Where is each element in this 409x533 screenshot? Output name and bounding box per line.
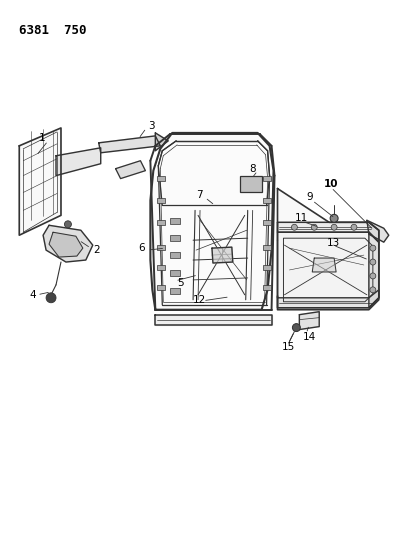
Text: 6381  750: 6381 750 [19, 23, 87, 37]
Circle shape [350, 224, 356, 230]
Bar [170, 219, 180, 224]
Text: 7: 7 [196, 190, 202, 200]
Polygon shape [277, 232, 378, 308]
Bar [262, 245, 270, 250]
Polygon shape [99, 136, 160, 153]
Text: 2: 2 [92, 245, 99, 255]
Circle shape [369, 287, 375, 293]
Text: 9: 9 [306, 192, 312, 203]
Polygon shape [277, 222, 378, 242]
Bar [262, 265, 270, 270]
Circle shape [46, 293, 56, 303]
Text: 8: 8 [249, 164, 256, 174]
Bar [170, 235, 180, 241]
Polygon shape [368, 232, 378, 308]
Bar [262, 220, 270, 225]
Bar [157, 175, 165, 181]
Bar [239, 175, 261, 191]
Bar [157, 285, 165, 290]
Bar [157, 220, 165, 225]
Polygon shape [150, 133, 273, 310]
Bar [157, 245, 165, 250]
Text: 6: 6 [138, 243, 145, 253]
Bar [262, 198, 270, 204]
Circle shape [330, 224, 336, 230]
Circle shape [369, 245, 375, 251]
Polygon shape [49, 232, 83, 257]
Polygon shape [155, 133, 168, 151]
Polygon shape [56, 148, 101, 175]
Text: 4: 4 [29, 290, 36, 300]
Polygon shape [115, 161, 145, 179]
Polygon shape [155, 314, 271, 325]
Circle shape [64, 221, 71, 228]
Polygon shape [366, 220, 388, 242]
Bar [262, 285, 270, 290]
Text: 15: 15 [281, 342, 294, 352]
Bar [170, 270, 180, 276]
Text: 13: 13 [326, 238, 339, 248]
Text: 5: 5 [177, 278, 183, 288]
Bar [157, 198, 165, 204]
Polygon shape [211, 247, 232, 263]
Circle shape [291, 224, 297, 230]
Circle shape [329, 214, 337, 222]
Polygon shape [43, 225, 92, 262]
Polygon shape [277, 189, 378, 310]
Bar [170, 252, 180, 258]
Text: 14: 14 [301, 332, 315, 342]
Text: 3: 3 [148, 121, 155, 131]
Polygon shape [19, 128, 61, 235]
Bar [262, 175, 270, 181]
Polygon shape [312, 258, 335, 272]
Bar [170, 288, 180, 294]
Polygon shape [277, 290, 378, 308]
Bar [157, 265, 165, 270]
Polygon shape [299, 312, 319, 329]
Text: 11: 11 [294, 213, 307, 223]
Text: 1: 1 [39, 133, 46, 143]
Circle shape [310, 224, 317, 230]
Circle shape [369, 259, 375, 265]
Circle shape [369, 273, 375, 279]
Circle shape [292, 324, 300, 332]
Text: 12: 12 [193, 295, 206, 305]
Text: 10: 10 [324, 179, 338, 189]
